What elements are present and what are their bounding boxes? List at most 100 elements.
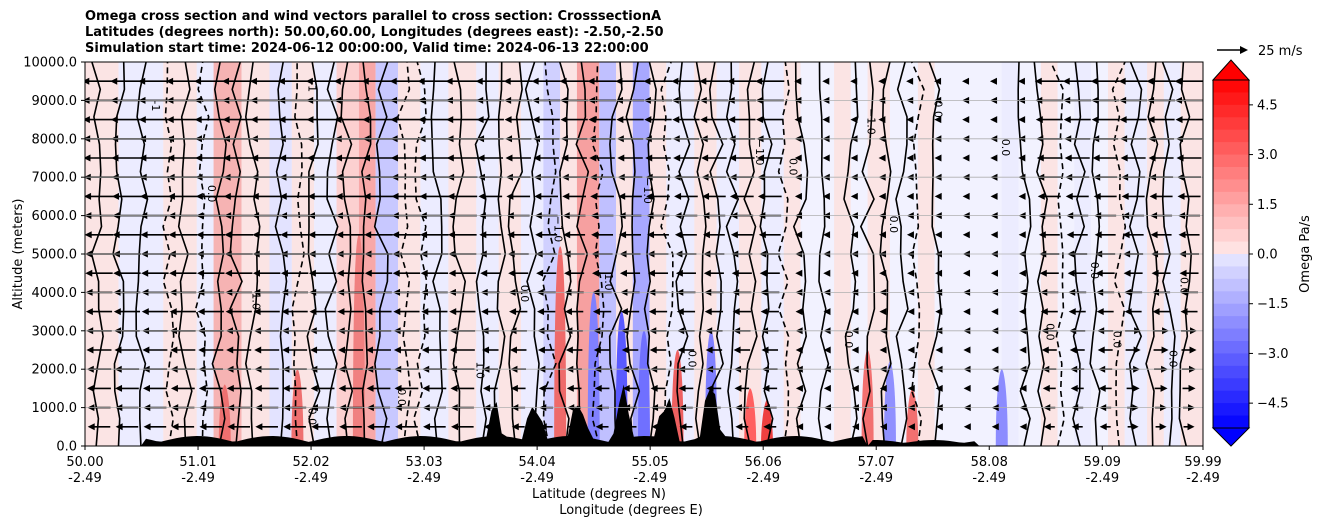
- axes-frame: [84, 61, 1204, 447]
- wind-vector: [878, 154, 886, 162]
- wind-vector: [420, 269, 449, 277]
- contour-label: 0.0: [1167, 350, 1180, 368]
- wind-vector-head: [169, 269, 177, 277]
- wind-vector-head: [85, 154, 91, 162]
- wind-vector: [822, 116, 830, 124]
- wind-vector-head: [226, 384, 234, 392]
- wind-vector: [250, 116, 283, 124]
- wind-vector-head: [283, 423, 291, 431]
- wind-vector-head: [307, 192, 315, 200]
- wind-vector: [567, 423, 581, 431]
- wind-vector: [648, 308, 668, 316]
- wind-vector: [423, 423, 446, 431]
- wind-vector-head: [198, 384, 206, 392]
- wind-vector: [507, 231, 530, 239]
- contour-label: 0.0: [1178, 277, 1191, 295]
- wind-vector: [1035, 116, 1063, 124]
- wind-vector: [1175, 116, 1203, 124]
- wind-vector-head: [1131, 423, 1139, 431]
- wind-vector-head: [1071, 423, 1079, 431]
- wind-vector: [851, 346, 859, 354]
- wind-vector-head: [1069, 346, 1077, 354]
- wind-vector: [588, 116, 616, 124]
- wind-vector: [990, 231, 998, 239]
- wind-vector-head: [851, 384, 859, 392]
- wind-vector-head: [504, 116, 512, 124]
- wind-vector: [421, 346, 447, 354]
- wind-vector-head: [1174, 77, 1182, 85]
- wind-vector: [701, 154, 727, 162]
- wind-vector: [620, 308, 640, 316]
- colorbar-segment: [1213, 216, 1249, 230]
- wind-vector: [166, 116, 199, 124]
- wind-vector-head: [450, 384, 458, 392]
- colorbar-extend-min: [1211, 427, 1251, 447]
- wind-vector-head: [1159, 423, 1167, 431]
- wind-vector: [363, 192, 394, 200]
- wind-vector-head: [282, 346, 290, 354]
- wind-vector-head: [991, 308, 999, 316]
- wind-vector: [761, 346, 779, 354]
- wind-vector-head: [567, 423, 575, 431]
- wind-vector-head: [759, 269, 767, 277]
- colorbar-segment: [1213, 328, 1249, 342]
- wind-vector-head: [591, 231, 599, 239]
- wind-vector-head: [365, 346, 373, 354]
- colorbar-segment: [1213, 191, 1249, 205]
- wind-vector: [143, 423, 167, 431]
- wind-vector: [675, 269, 696, 277]
- wind-vector-head: [142, 384, 150, 392]
- wind-vector-head: [1019, 346, 1027, 354]
- wind-vector-head: [483, 423, 491, 431]
- wind-vector-head: [935, 269, 943, 277]
- wind-vector-head: [367, 423, 375, 431]
- wind-vector: [592, 308, 612, 316]
- wind-vector: [223, 154, 255, 162]
- wind-vector-head: [447, 192, 455, 200]
- wind-vector: [395, 423, 418, 431]
- wind-vector-head: [878, 116, 886, 124]
- wind-vector: [1181, 346, 1197, 354]
- wind-vector-head: [335, 154, 343, 162]
- contour-label: 1.0: [602, 273, 615, 291]
- wind-vector: [1123, 269, 1143, 277]
- wind-vector: [592, 269, 613, 277]
- x-tick-label-longitude: -2.49: [1186, 471, 1220, 486]
- wind-vector-head: [796, 423, 804, 431]
- wind-vector: [1154, 384, 1168, 392]
- wind-vector-head: [623, 423, 631, 431]
- wind-vector: [644, 116, 672, 124]
- wind-vector: [1041, 346, 1057, 354]
- wind-vector: [278, 116, 311, 124]
- wind-vector: [732, 308, 751, 316]
- wind-vector: [823, 346, 831, 354]
- wind-vector-head: [1146, 77, 1154, 85]
- wind-vector: [1178, 231, 1200, 239]
- wind-vector: [794, 192, 802, 200]
- wind-vector: [907, 308, 915, 316]
- wind-vector-head: [393, 308, 401, 316]
- wind-vector: [1176, 154, 1202, 162]
- wind-vector-head: [223, 192, 231, 200]
- wind-vector: [1096, 308, 1114, 316]
- wind-vector: [448, 269, 477, 277]
- wind-vector-head: [395, 423, 403, 431]
- wind-vector-head: [533, 154, 541, 162]
- wind-vector: [907, 384, 915, 392]
- wind-vector: [445, 77, 480, 85]
- wind-vector: [1070, 384, 1084, 392]
- wind-vector-head: [336, 269, 344, 277]
- wind-vector: [756, 116, 784, 124]
- y-tick-label: 4000.0: [32, 286, 78, 301]
- wind-vector: [480, 269, 501, 277]
- wind-vector-head: [589, 154, 597, 162]
- wind-vector-head: [449, 346, 457, 354]
- wind-vector: [651, 423, 665, 431]
- wind-vector-head: [755, 77, 763, 85]
- wind-vector-head: [478, 192, 486, 200]
- wind-vector-head: [615, 77, 623, 85]
- wind-vector: [1038, 231, 1060, 239]
- wind-vector: [254, 346, 280, 354]
- wind-vector-head: [559, 77, 567, 85]
- x-axis-label-latitude: Latitude (degrees N): [532, 487, 666, 502]
